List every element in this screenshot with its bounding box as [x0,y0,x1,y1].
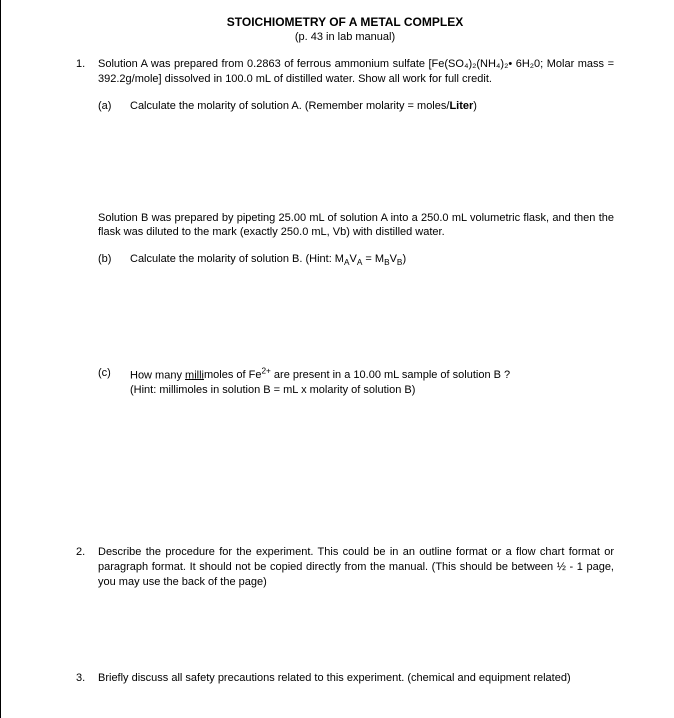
q1c-text: How many millimoles of Fe2+ are present … [130,366,614,398]
q2-text: Describe the procedure for the experimen… [98,545,614,590]
doc-title: STOICHIOMETRY OF A METAL COMPLEX [76,15,614,29]
document-page: STOICHIOMETRY OF A METAL COMPLEX (p. 43 … [0,0,674,718]
q1-number: 1. [76,57,98,87]
q1a-label: (a) [98,99,130,114]
q1-intro: Solution A was prepared from 0.2863 of f… [98,57,614,87]
q2-number: 2. [76,545,98,590]
q1c-label: (c) [98,366,130,398]
question-3: 3. Briefly discuss all safety precaution… [76,671,614,686]
q1-part-b: (b) Calculate the molarity of solution B… [98,252,614,268]
work-space-b [76,281,614,366]
q1b-label: (b) [98,252,130,268]
work-space-a [76,126,614,211]
q3-text: Briefly discuss all safety precautions r… [98,671,614,686]
q1b-text: Calculate the molarity of solution B. (H… [130,252,614,268]
q1a-text: Calculate the molarity of solution A. (R… [130,99,614,114]
q1-part-c: (c) How many millimoles of Fe2+ are pres… [98,366,614,398]
q1b-intro-text: Solution B was prepared by pipeting 25.0… [98,211,614,241]
question-1: 1. Solution A was prepared from 0.2863 o… [76,57,614,87]
doc-subtitle: (p. 43 in lab manual) [76,31,614,43]
question-2: 2. Describe the procedure for the experi… [76,545,614,590]
q1-b-intro: Solution B was prepared by pipeting 25.0… [98,211,614,241]
q3-number: 3. [76,671,98,686]
work-space-2 [76,601,614,671]
q1-part-a: (a) Calculate the molarity of solution A… [98,99,614,114]
work-space-c [76,410,614,545]
